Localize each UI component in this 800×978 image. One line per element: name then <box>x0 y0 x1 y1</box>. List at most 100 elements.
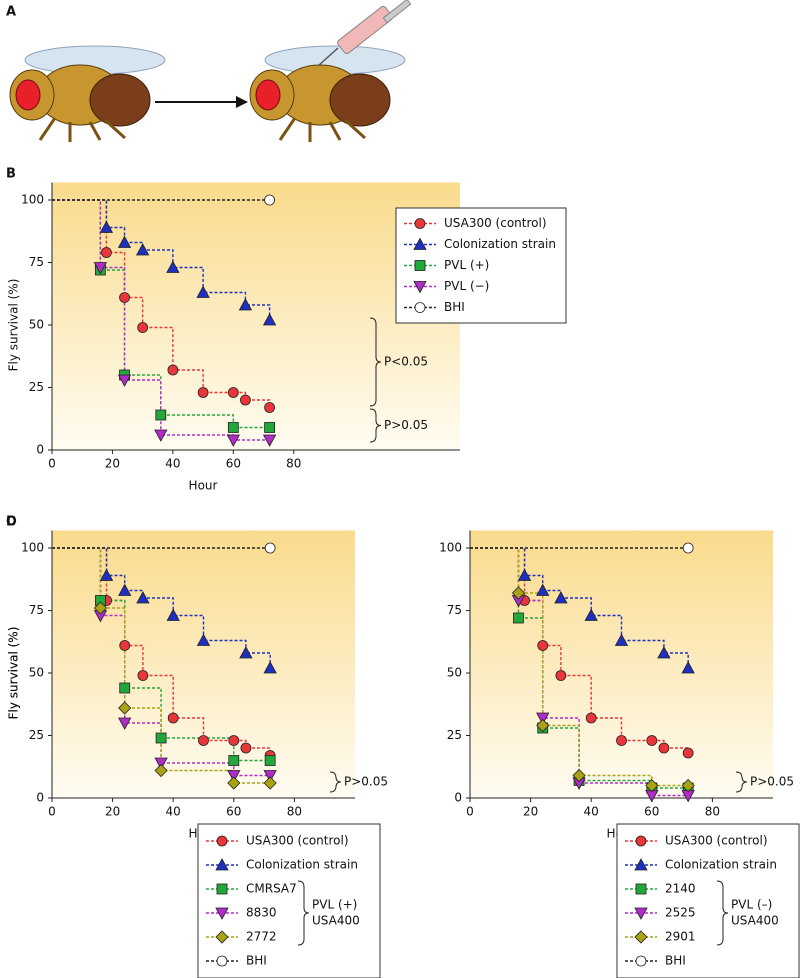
marker <box>196 285 210 298</box>
marker <box>228 735 240 746</box>
marker <box>226 434 241 447</box>
marker <box>228 755 240 766</box>
marker <box>634 930 648 944</box>
marker <box>216 835 228 847</box>
marker <box>119 292 130 303</box>
marker <box>197 387 209 398</box>
legend-group-title: PVL (+) <box>312 898 357 912</box>
marker <box>216 883 228 895</box>
y-axis-label: Fly survival (%) <box>7 627 21 720</box>
marker <box>101 247 112 258</box>
legend-label: USA300 (control) <box>444 216 547 230</box>
marker <box>555 670 567 681</box>
marker <box>614 633 629 646</box>
legend-label: USA300 (control) <box>665 834 768 848</box>
brace <box>297 880 310 946</box>
marker <box>240 394 251 406</box>
marker <box>635 835 647 847</box>
marker <box>215 907 229 920</box>
marker <box>513 612 524 624</box>
survival-line <box>52 199 270 429</box>
marker <box>137 322 149 333</box>
marker <box>137 670 149 681</box>
marker <box>517 568 532 581</box>
x-tick-label: 40 <box>166 805 181 819</box>
marker <box>262 313 277 326</box>
y-tick-label: 100 <box>439 541 462 555</box>
brace <box>716 880 729 946</box>
legend-label: 8830 <box>246 906 277 920</box>
survival-line <box>52 547 271 762</box>
marker <box>117 235 132 248</box>
x-tick-label: 20 <box>105 457 120 471</box>
marker <box>414 218 426 229</box>
y-tick-label: 0 <box>36 443 44 457</box>
marker <box>262 434 277 447</box>
annotation: P>0.05 <box>344 775 388 789</box>
marker <box>154 429 168 442</box>
marker <box>584 608 598 621</box>
marker <box>119 640 131 651</box>
marker <box>657 646 671 659</box>
marker <box>166 608 180 621</box>
marker <box>118 717 132 730</box>
arrow <box>155 96 248 108</box>
x-tick-label: 40 <box>584 805 599 819</box>
marker <box>263 776 277 790</box>
marker <box>646 735 658 746</box>
marker <box>166 260 180 273</box>
panel-label: A <box>6 5 16 20</box>
y-axis-label: Fly survival (%) <box>7 627 21 720</box>
x-tick-label: 0 <box>48 805 56 819</box>
marker <box>537 640 549 651</box>
marker <box>536 718 550 733</box>
marker <box>572 768 586 783</box>
marker <box>658 742 670 754</box>
brace <box>369 317 382 407</box>
y-tick-label: 75 <box>29 603 44 617</box>
legend-label: PVL (−) <box>444 279 489 293</box>
legend-label: PVL (+) <box>444 258 489 272</box>
marker <box>413 281 427 294</box>
marker <box>93 601 108 615</box>
y-tick-label: 50 <box>29 666 44 680</box>
marker <box>154 757 168 770</box>
annotation: P>0.05 <box>750 775 794 789</box>
marker <box>635 883 647 895</box>
y-tick-label: 50 <box>447 666 462 680</box>
fly-illustration <box>249 45 406 142</box>
survival-line <box>470 547 689 668</box>
survival-line <box>52 199 271 408</box>
x-tick-label: 60 <box>226 805 241 819</box>
marker <box>634 858 648 871</box>
x-tick-label: 0 <box>48 457 56 471</box>
legend-label: CMRSA7 <box>246 882 297 896</box>
marker <box>264 542 276 554</box>
marker <box>154 763 168 778</box>
marker <box>215 858 229 871</box>
legend-label: BHI <box>444 300 465 314</box>
marker <box>216 955 228 967</box>
legend-label: 2901 <box>665 930 696 944</box>
legend-label: 2525 <box>665 906 696 920</box>
y-tick-label: 0 <box>454 791 462 805</box>
marker <box>536 712 550 725</box>
marker <box>93 262 108 275</box>
legend-label: Colonization strain <box>444 237 556 251</box>
plot-background <box>52 530 355 798</box>
marker <box>238 298 253 311</box>
marker <box>413 237 427 250</box>
marker <box>682 542 694 554</box>
x-tick-label: 20 <box>523 805 538 819</box>
legend-label: BHI <box>665 954 686 968</box>
survival-line <box>52 199 270 441</box>
marker <box>155 732 167 744</box>
legend-box <box>616 823 800 978</box>
annotation: P<0.05 <box>384 355 428 369</box>
marker <box>227 387 239 398</box>
panel-label: B <box>6 167 16 182</box>
x-axis-label: Hour <box>189 479 218 493</box>
brace <box>329 771 342 793</box>
legend-label: BHI <box>246 954 267 968</box>
syringe <box>317 0 412 67</box>
